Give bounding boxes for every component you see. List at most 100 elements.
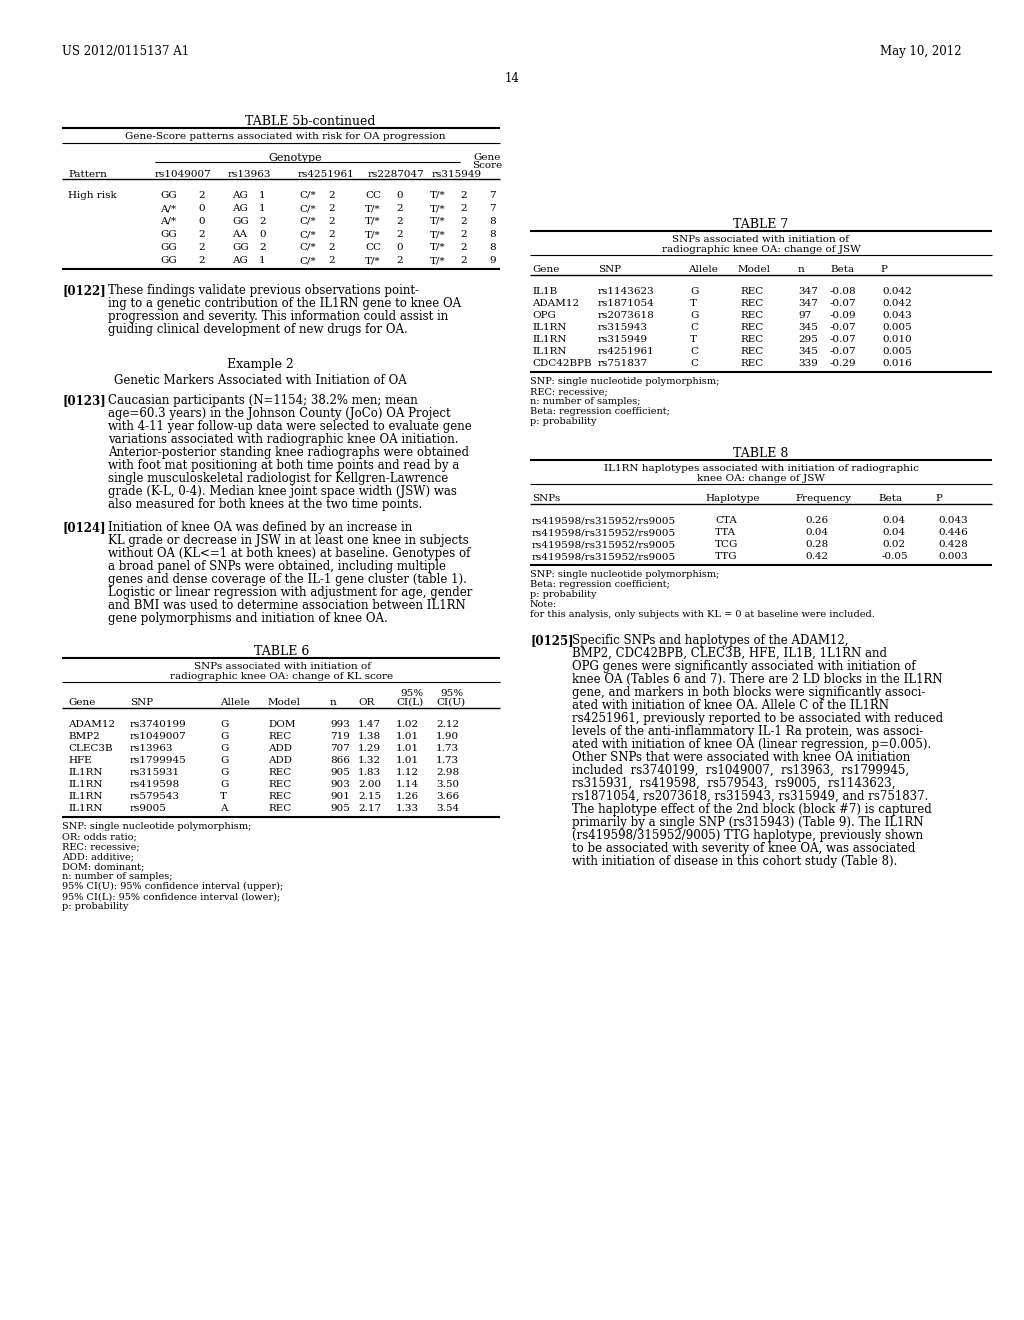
Text: TABLE 6: TABLE 6 [254, 645, 309, 657]
Text: GG: GG [160, 191, 177, 201]
Text: grade (K-L, 0-4). Median knee joint space width (JSW) was: grade (K-L, 0-4). Median knee joint spac… [108, 484, 457, 498]
Text: Note:: Note: [530, 601, 557, 609]
Text: The haplotype effect of the 2nd block (block #7) is captured: The haplotype effect of the 2nd block (b… [572, 803, 932, 816]
Text: AG: AG [232, 205, 248, 213]
Text: BMP2: BMP2 [68, 733, 99, 741]
Text: G: G [220, 719, 228, 729]
Text: Gene: Gene [473, 153, 501, 162]
Text: Anterior-posterior standing knee radiographs were obtained: Anterior-posterior standing knee radiogr… [108, 446, 469, 459]
Text: T/*: T/* [365, 205, 381, 213]
Text: 295: 295 [798, 335, 818, 345]
Text: -0.29: -0.29 [830, 359, 857, 368]
Text: 2: 2 [396, 205, 402, 213]
Text: ated with initiation of knee OA (linear regression, p=0.005).: ated with initiation of knee OA (linear … [572, 738, 931, 751]
Text: 7: 7 [489, 191, 496, 201]
Text: knee OA (Tables 6 and 7). There are 2 LD blocks in the IL1RN: knee OA (Tables 6 and 7). There are 2 LD… [572, 673, 943, 686]
Text: 0.428: 0.428 [938, 540, 968, 549]
Text: G: G [690, 286, 698, 296]
Text: CC: CC [365, 243, 381, 252]
Text: REC: recessive;: REC: recessive; [62, 842, 139, 851]
Text: A: A [220, 804, 227, 813]
Text: T/*: T/* [365, 256, 381, 265]
Text: 0.043: 0.043 [938, 516, 968, 525]
Text: 0.010: 0.010 [882, 335, 911, 345]
Text: REC: REC [740, 323, 763, 333]
Text: 0.446: 0.446 [938, 528, 968, 537]
Text: 0: 0 [396, 191, 402, 201]
Text: Example 2: Example 2 [226, 358, 293, 371]
Text: [0123]: [0123] [62, 393, 105, 407]
Text: 2: 2 [328, 216, 335, 226]
Text: 0.04: 0.04 [882, 528, 905, 537]
Text: n: number of samples;: n: number of samples; [62, 873, 172, 880]
Text: rs315949: rs315949 [432, 170, 482, 180]
Text: 2: 2 [328, 230, 335, 239]
Text: TABLE 7: TABLE 7 [733, 218, 788, 231]
Text: 7: 7 [489, 205, 496, 213]
Text: 347: 347 [798, 300, 818, 308]
Text: SNP: single nucleotide polymorphism;: SNP: single nucleotide polymorphism; [530, 378, 720, 385]
Text: 0.005: 0.005 [882, 347, 911, 356]
Text: SNPs: SNPs [532, 494, 560, 503]
Text: 0.42: 0.42 [805, 552, 828, 561]
Text: IL1RN: IL1RN [68, 804, 102, 813]
Text: 339: 339 [798, 359, 818, 368]
Text: REC: REC [268, 792, 291, 801]
Text: C: C [690, 359, 698, 368]
Text: 1: 1 [259, 191, 265, 201]
Text: 1.90: 1.90 [436, 733, 459, 741]
Text: US 2012/0115137 A1: US 2012/0115137 A1 [62, 45, 189, 58]
Text: SNP: single nucleotide polymorphism;: SNP: single nucleotide polymorphism; [62, 822, 251, 832]
Text: 901: 901 [330, 792, 350, 801]
Text: 0.003: 0.003 [938, 552, 968, 561]
Text: OPG genes were significantly associated with initiation of: OPG genes were significantly associated … [572, 660, 915, 673]
Text: Frequency: Frequency [795, 494, 851, 503]
Text: AG: AG [232, 256, 248, 265]
Text: 0.26: 0.26 [805, 516, 828, 525]
Text: T/*: T/* [430, 256, 445, 265]
Text: Beta: Beta [878, 494, 902, 503]
Text: REC: REC [740, 300, 763, 308]
Text: CDC42BPB: CDC42BPB [532, 359, 592, 368]
Text: with initiation of disease in this cohort study (Table 8).: with initiation of disease in this cohor… [572, 855, 897, 869]
Text: May 10, 2012: May 10, 2012 [881, 45, 962, 58]
Text: C/*: C/* [299, 191, 315, 201]
Text: 347: 347 [798, 286, 818, 296]
Text: 0.042: 0.042 [882, 300, 911, 308]
Text: C/*: C/* [299, 243, 315, 252]
Text: Beta: regression coefficient;: Beta: regression coefficient; [530, 407, 670, 416]
Text: 1.47: 1.47 [358, 719, 381, 729]
Text: with 4-11 year follow-up data were selected to evaluate gene: with 4-11 year follow-up data were selec… [108, 420, 472, 433]
Text: GG: GG [232, 243, 249, 252]
Text: DOM: dominant;: DOM: dominant; [62, 862, 144, 871]
Text: rs1049007: rs1049007 [155, 170, 212, 180]
Text: 1.01: 1.01 [396, 733, 419, 741]
Text: rs13963: rs13963 [228, 170, 271, 180]
Text: REC: REC [740, 359, 763, 368]
Text: 95%: 95% [440, 689, 463, 698]
Text: 8: 8 [489, 243, 496, 252]
Text: A/*: A/* [160, 205, 176, 213]
Text: -0.07: -0.07 [830, 323, 857, 333]
Text: IL1RN haplotypes associated with initiation of radiographic: IL1RN haplotypes associated with initiat… [603, 465, 919, 473]
Text: rs4251961: rs4251961 [598, 347, 654, 356]
Text: C/*: C/* [299, 216, 315, 226]
Text: T/*: T/* [430, 243, 445, 252]
Text: 1.83: 1.83 [358, 768, 381, 777]
Text: rs419598/rs315952/rs9005: rs419598/rs315952/rs9005 [532, 528, 676, 537]
Text: rs1799945: rs1799945 [130, 756, 186, 766]
Text: rs315931,  rs419598,  rs579543,  rs9005,  rs1143623,: rs315931, rs419598, rs579543, rs9005, rs… [572, 777, 896, 789]
Text: T/*: T/* [365, 230, 381, 239]
Text: 0: 0 [259, 230, 265, 239]
Text: 2: 2 [328, 191, 335, 201]
Text: rs315931: rs315931 [130, 768, 180, 777]
Text: rs419598/rs315952/rs9005: rs419598/rs315952/rs9005 [532, 540, 676, 549]
Text: -0.07: -0.07 [830, 335, 857, 345]
Text: 2: 2 [396, 230, 402, 239]
Text: SNP: SNP [598, 265, 622, 275]
Text: 0.042: 0.042 [882, 286, 911, 296]
Text: 1.01: 1.01 [396, 756, 419, 766]
Text: TTG: TTG [715, 552, 737, 561]
Text: 2: 2 [460, 230, 467, 239]
Text: 2.98: 2.98 [436, 768, 459, 777]
